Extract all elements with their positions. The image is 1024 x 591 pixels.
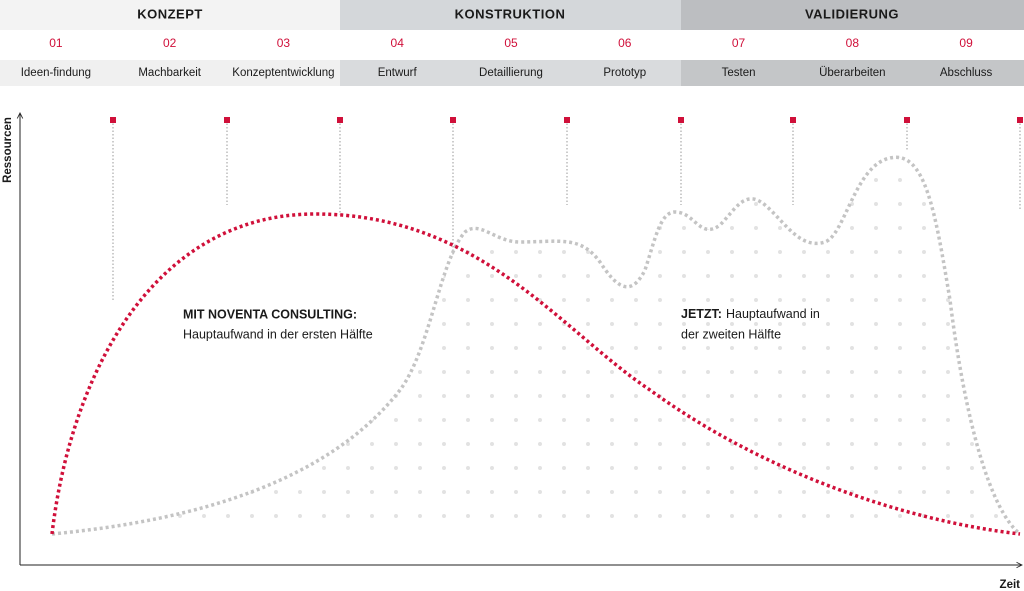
step-label: Überarbeiten (819, 67, 885, 79)
current-curve (51, 155, 1022, 536)
step-number: 01 (49, 36, 63, 50)
step-number: 09 (959, 36, 973, 50)
step-label: Ideen-findung (21, 67, 91, 79)
markers (110, 117, 1023, 123)
phase-title: KONZEPT (137, 6, 203, 21)
phase-band (340, 0, 681, 30)
annotation-title: JETZT: (681, 307, 722, 321)
step-label: Machbarkeit (138, 67, 201, 79)
step-label: Testen (722, 67, 756, 79)
step-label: Prototyp (603, 67, 646, 79)
step-label: Detaillierung (479, 67, 543, 79)
steps: 01 Ideen-findung 02 Machbarkeit 03 Konzeptent… (21, 36, 993, 79)
step-number: 07 (732, 36, 746, 50)
step-number: 02 (163, 36, 177, 50)
step-label: Abschluss (940, 67, 993, 79)
step-band (681, 60, 1024, 86)
step-number: 06 (618, 36, 632, 50)
y-axis-label: Ressourcen (2, 117, 14, 183)
annotation: JETZT: Hauptaufwand in (681, 307, 820, 321)
annotation-title: MIT NOVENTA CONSULTING: (183, 307, 357, 321)
dot-area (52, 157, 1020, 534)
annotation-text: Hauptaufwand in der ersten Hälfte (183, 327, 373, 341)
x-axis-label: Zeit (1000, 579, 1021, 591)
phase-band (681, 0, 1024, 30)
step-number: 03 (277, 36, 291, 50)
guide-lines (112, 120, 1021, 300)
annotation-text: Hauptaufwand in (726, 307, 820, 321)
phase-band (0, 0, 340, 30)
annotation-text: der zweiten Hälfte (681, 327, 781, 341)
step-number: 04 (391, 36, 405, 50)
step-number: 08 (846, 36, 860, 50)
step-band (0, 60, 340, 86)
step-band (340, 60, 681, 86)
step-label: Konzeptentwicklung (232, 67, 334, 79)
step-number: 05 (504, 36, 518, 50)
step-label: Entwurf (378, 67, 418, 79)
phase-title: VALIDIERUNG (805, 6, 899, 21)
phase-title: KONSTRUKTION (455, 6, 566, 21)
